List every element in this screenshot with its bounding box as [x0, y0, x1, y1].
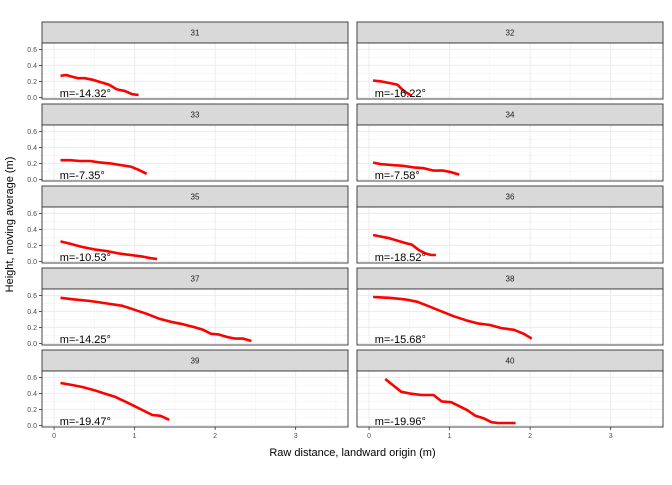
- panel-border: [41, 288, 349, 346]
- panel-37: 37 m=-14.25° 0.0 0.2 0.4 0.6: [27, 267, 349, 348]
- facet-label: 32: [506, 29, 515, 38]
- panel-34: 34 m=-7.58°: [356, 103, 664, 182]
- plot-background: [42, 43, 348, 99]
- slope-annotation: m=-19.47°: [60, 416, 111, 428]
- plot-background: [357, 207, 663, 263]
- plot-background: [357, 125, 663, 181]
- panel-border: [356, 370, 664, 428]
- panel-32: 32 m=-16.22°: [356, 21, 664, 100]
- x-tick-label: 2: [213, 433, 217, 440]
- series-line: [60, 73, 139, 97]
- y-tick-label: 0.2: [27, 407, 37, 414]
- panel-border: [41, 206, 349, 264]
- facet-label: 34: [506, 111, 515, 120]
- y-tick-label: 0.4: [27, 391, 37, 398]
- facet-label: 38: [506, 275, 515, 284]
- panel-border: [356, 206, 664, 264]
- y-tick-label: 0.0: [27, 423, 37, 430]
- slope-annotation: m=-16.22°: [375, 88, 426, 100]
- facet-label: 35: [191, 193, 200, 202]
- x-tick-label: 3: [294, 433, 298, 440]
- panel-33: 33 m=-7.35° 0.0 0.2 0.4 0.6: [27, 103, 349, 184]
- series-line: [60, 381, 170, 421]
- series-line: [372, 79, 413, 97]
- plot-background: [42, 289, 348, 345]
- x-axis-title: Raw distance, landward origin (m): [269, 447, 435, 459]
- panel-border: [41, 42, 349, 100]
- y-tick-label: 0.0: [27, 259, 37, 266]
- plot-background: [357, 43, 663, 99]
- slope-annotation: m=-14.25°: [60, 334, 111, 346]
- y-tick-label: 0.6: [27, 293, 37, 300]
- slope-annotation: m=-7.35°: [60, 170, 105, 182]
- panel-border: [356, 288, 664, 346]
- y-tick-label: 0.2: [27, 79, 37, 86]
- y-tick-label: 0.6: [27, 211, 37, 218]
- panel-36: 36 m=-18.52°: [356, 185, 664, 264]
- x-tick-label: 0: [52, 433, 56, 440]
- facet-label: 31: [191, 29, 200, 38]
- slope-annotation: m=-10.53°: [60, 252, 111, 264]
- slope-annotation: m=-18.52°: [375, 252, 426, 264]
- series-line: [372, 161, 460, 176]
- slope-annotation: m=-15.68°: [375, 334, 426, 346]
- facet-label: 36: [506, 193, 515, 202]
- y-tick-label: 0.2: [27, 161, 37, 168]
- panel-39: 39 m=-19.47° 0.0 0.2 0.4 0.6 0 1 2 3: [27, 349, 349, 440]
- panel-40: 40 m=-19.96° 0 1 2 3: [356, 349, 664, 440]
- x-tick-label: 1: [448, 433, 452, 440]
- slope-annotation: m=-14.32°: [60, 88, 111, 100]
- y-tick-label: 0.0: [27, 341, 37, 348]
- y-tick-label: 0.6: [27, 47, 37, 54]
- series-line: [60, 296, 252, 343]
- plot-background: [42, 125, 348, 181]
- series-line: [60, 240, 158, 261]
- x-tick-label: 3: [609, 433, 613, 440]
- y-tick-label: 0.6: [27, 129, 37, 136]
- series-line: [60, 158, 148, 175]
- panel-border: [356, 42, 664, 100]
- y-axis-title: Height, moving average (m): [4, 157, 16, 293]
- x-tick-label: 0: [367, 433, 371, 440]
- panel-border: [41, 124, 349, 182]
- panel-35: 35 m=-10.53° 0.0 0.2 0.4 0.6: [27, 185, 349, 266]
- facet-label: 40: [506, 357, 515, 366]
- series-line: [373, 295, 533, 340]
- facet-label: 33: [191, 111, 200, 120]
- plot-background: [357, 289, 663, 345]
- y-tick-label: 0.6: [27, 375, 37, 382]
- plot-background: [42, 371, 348, 427]
- x-tick-label: 1: [133, 433, 137, 440]
- y-tick-label: 0.2: [27, 243, 37, 250]
- y-tick-label: 0.0: [27, 177, 37, 184]
- y-tick-label: 0.0: [27, 95, 37, 102]
- plot-background: [357, 371, 663, 427]
- panel-38: 38 m=-15.68°: [356, 267, 664, 346]
- panel-31: 31 m=-14.32° 0.0 0.2 0.4 0.6: [27, 21, 349, 102]
- y-tick-label: 0.4: [27, 63, 37, 70]
- facet-label: 39: [191, 357, 200, 366]
- y-tick-label: 0.4: [27, 309, 37, 316]
- series-line: [372, 233, 436, 257]
- x-tick-label: 2: [528, 433, 532, 440]
- slope-annotation: m=-19.96°: [375, 416, 426, 428]
- slope-annotation: m=-7.58°: [375, 170, 420, 182]
- y-tick-label: 0.2: [27, 325, 37, 332]
- panel-border: [41, 370, 349, 428]
- panel-border: [356, 124, 664, 182]
- y-tick-label: 0.4: [27, 145, 37, 152]
- series-line: [384, 377, 516, 425]
- plot-background: [42, 207, 348, 263]
- facet-label: 37: [191, 275, 200, 284]
- y-tick-label: 0.4: [27, 227, 37, 234]
